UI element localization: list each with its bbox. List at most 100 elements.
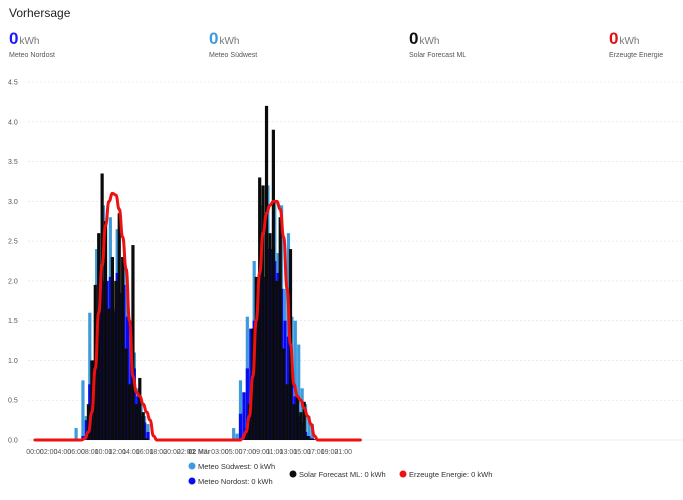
bar-solar-forecast-ml xyxy=(275,280,279,440)
bars xyxy=(74,105,317,440)
x-tick-label: 22:00 xyxy=(177,449,195,456)
bar-meteo-nordost xyxy=(146,432,150,440)
legend-swatch-meteo-suedwest xyxy=(188,462,196,470)
stat-solar-forecast-ml[interactable]: 0kWh Solar Forecast ML xyxy=(409,29,466,59)
legend-swatch-solar-forecast-ml xyxy=(289,470,297,478)
x-tick-label: 09:00 xyxy=(252,449,270,456)
bar-meteo-s-dwest xyxy=(293,320,297,440)
stat-erzeugte-energie[interactable]: 0kWh Erzeugte Energie xyxy=(609,29,663,59)
legend-item-meteo-suedwest[interactable]: Meteo Südwest: 0 kWh xyxy=(188,462,276,471)
stat-meteo-nordost[interactable]: 0kWh Meteo Nordost xyxy=(9,29,55,59)
x-tick-label: 11:00 xyxy=(266,449,283,456)
bar-meteo-s-dwest xyxy=(232,428,236,440)
y-tick-label: 4.0 xyxy=(8,119,18,126)
bar-solar-forecast-ml xyxy=(295,396,299,440)
y-tick-label: 3.0 xyxy=(8,199,18,206)
bar-solar-forecast-ml xyxy=(138,377,142,440)
bar-solar-forecast-ml xyxy=(282,348,286,440)
bar-solar-forecast-ml xyxy=(312,439,317,440)
stat-value: 0 xyxy=(609,29,619,48)
bar-solar-forecast-ml xyxy=(271,129,275,440)
bar-solar-forecast-ml xyxy=(309,438,313,440)
bar-meteo-s-dwest xyxy=(235,433,239,440)
x-tick-label: 00:00 xyxy=(26,449,44,456)
bar-meteo-s-dwest xyxy=(81,380,85,440)
bar-solar-forecast-ml xyxy=(103,221,108,440)
legend-item-solar-forecast-ml[interactable]: Solar Forecast ML: 0 kWh xyxy=(289,470,386,479)
bar-meteo-nordost xyxy=(242,392,246,440)
legend-label-meteo-nordost: Meteo Nordost: 0 kWh xyxy=(198,477,273,486)
y-tick-label: 0.0 xyxy=(8,438,18,445)
x-tick-label: 21:00 xyxy=(334,449,352,456)
legend-label-meteo-suedwest: Meteo Südwest: 0 kWh xyxy=(198,462,275,471)
bar-solar-forecast-ml xyxy=(121,257,125,440)
bar-meteo-s-dwest xyxy=(307,416,311,440)
legend-item-meteo-nordost[interactable]: Meteo Nordost: 0 kWh xyxy=(188,477,273,486)
x-tick-label: 06:00 xyxy=(67,449,85,456)
bar-solar-forecast-ml xyxy=(268,233,272,440)
y-tick-label: 1.0 xyxy=(8,358,18,365)
bar-solar-forecast-ml xyxy=(278,217,282,440)
x-tick-label: 07:00 xyxy=(239,449,257,456)
x-tick-label: 05:00 xyxy=(225,449,243,456)
bar-meteo-nordost xyxy=(84,420,88,440)
legend: Meteo Südwest: 0 kWh Meteo Nordost: 0 kW… xyxy=(188,462,493,486)
stat-label: Meteo Südwest xyxy=(209,52,258,59)
bar-solar-forecast-ml xyxy=(100,173,104,440)
y-tick-label: 0.5 xyxy=(8,398,18,405)
x-tick-label: 02:00 xyxy=(40,449,58,456)
x-tick-label: 13:00 xyxy=(280,449,298,456)
bar-solar-forecast-ml xyxy=(145,438,149,440)
bar-solar-forecast-ml xyxy=(302,401,306,440)
x-tick-label: 16:00 xyxy=(136,449,154,456)
y-tick-label: 1.5 xyxy=(8,318,18,325)
bar-meteo-s-dwest xyxy=(74,428,78,440)
stat-label: Erzeugte Energie xyxy=(609,52,664,59)
stat-value: 0 xyxy=(409,29,419,48)
bar-solar-forecast-ml xyxy=(114,280,118,440)
y-tick-label: 4.5 xyxy=(8,80,18,87)
x-tick-label: 02 Mär xyxy=(188,449,210,456)
stat-label: Solar Forecast ML xyxy=(409,52,467,59)
stat-unit: kWh xyxy=(419,36,440,47)
legend-item-erzeugte-energie[interactable]: Erzeugte Energie: 0 kWh xyxy=(399,470,493,479)
bar-solar-forecast-ml xyxy=(141,412,145,440)
x-tick-label: 18:00 xyxy=(150,449,168,456)
energy-line xyxy=(33,191,362,442)
bar-solar-forecast-ml xyxy=(110,257,115,440)
bar-solar-forecast-ml xyxy=(127,384,132,440)
x-tick-label: 10:00 xyxy=(95,449,113,456)
x-tick-label: 14:00 xyxy=(122,449,140,456)
legend-label-solar-forecast-ml: Solar Forecast ML: 0 kWh xyxy=(299,470,386,479)
bar-solar-forecast-ml xyxy=(261,185,265,440)
bar-meteo-nordost xyxy=(245,368,249,440)
bar-solar-forecast-ml xyxy=(134,404,138,440)
bar-solar-forecast-ml xyxy=(285,384,289,440)
bar-solar-forecast-ml xyxy=(131,245,135,440)
bar-meteo-s-dwest xyxy=(238,380,243,440)
x-tick-label: 19:00 xyxy=(321,449,339,456)
legend-swatch-erzeugte-energie xyxy=(399,470,407,478)
x-tick-label: 03:00 xyxy=(211,449,229,456)
bar-solar-forecast-ml xyxy=(299,412,303,440)
x-tick-label: 12:00 xyxy=(108,449,126,456)
bar-meteo-s-dwest xyxy=(297,344,301,440)
x-tick-label: 17:00 xyxy=(307,449,325,456)
legend-swatch-meteo-nordost xyxy=(188,477,196,485)
bar-solar-forecast-ml xyxy=(264,105,269,440)
stat-unit: kWh xyxy=(619,36,640,47)
bar-solar-forecast-ml xyxy=(306,436,310,440)
bar-solar-forecast-ml xyxy=(254,276,258,440)
bar-solar-forecast-ml xyxy=(86,404,91,440)
stat-value: 0 xyxy=(9,29,19,48)
legend-label-erzeugte-energie: Erzeugte Energie: 0 kWh xyxy=(409,470,492,479)
bar-meteo-s-dwest xyxy=(88,312,92,440)
bar-solar-forecast-ml xyxy=(97,233,101,440)
x-tick-label: 20:00 xyxy=(163,449,181,456)
card-title: Vorhersage xyxy=(9,6,71,20)
stat-meteo-suedwest[interactable]: 0kWh Meteo Südwest xyxy=(209,29,257,59)
bar-solar-forecast-ml xyxy=(244,432,248,440)
y-axis-ticks: 0.0 0.5 1.0 1.5 2.0 2.5 3.0 3.5 4.0 4.5 xyxy=(8,80,18,445)
x-tick-label: 04:00 xyxy=(54,449,72,456)
